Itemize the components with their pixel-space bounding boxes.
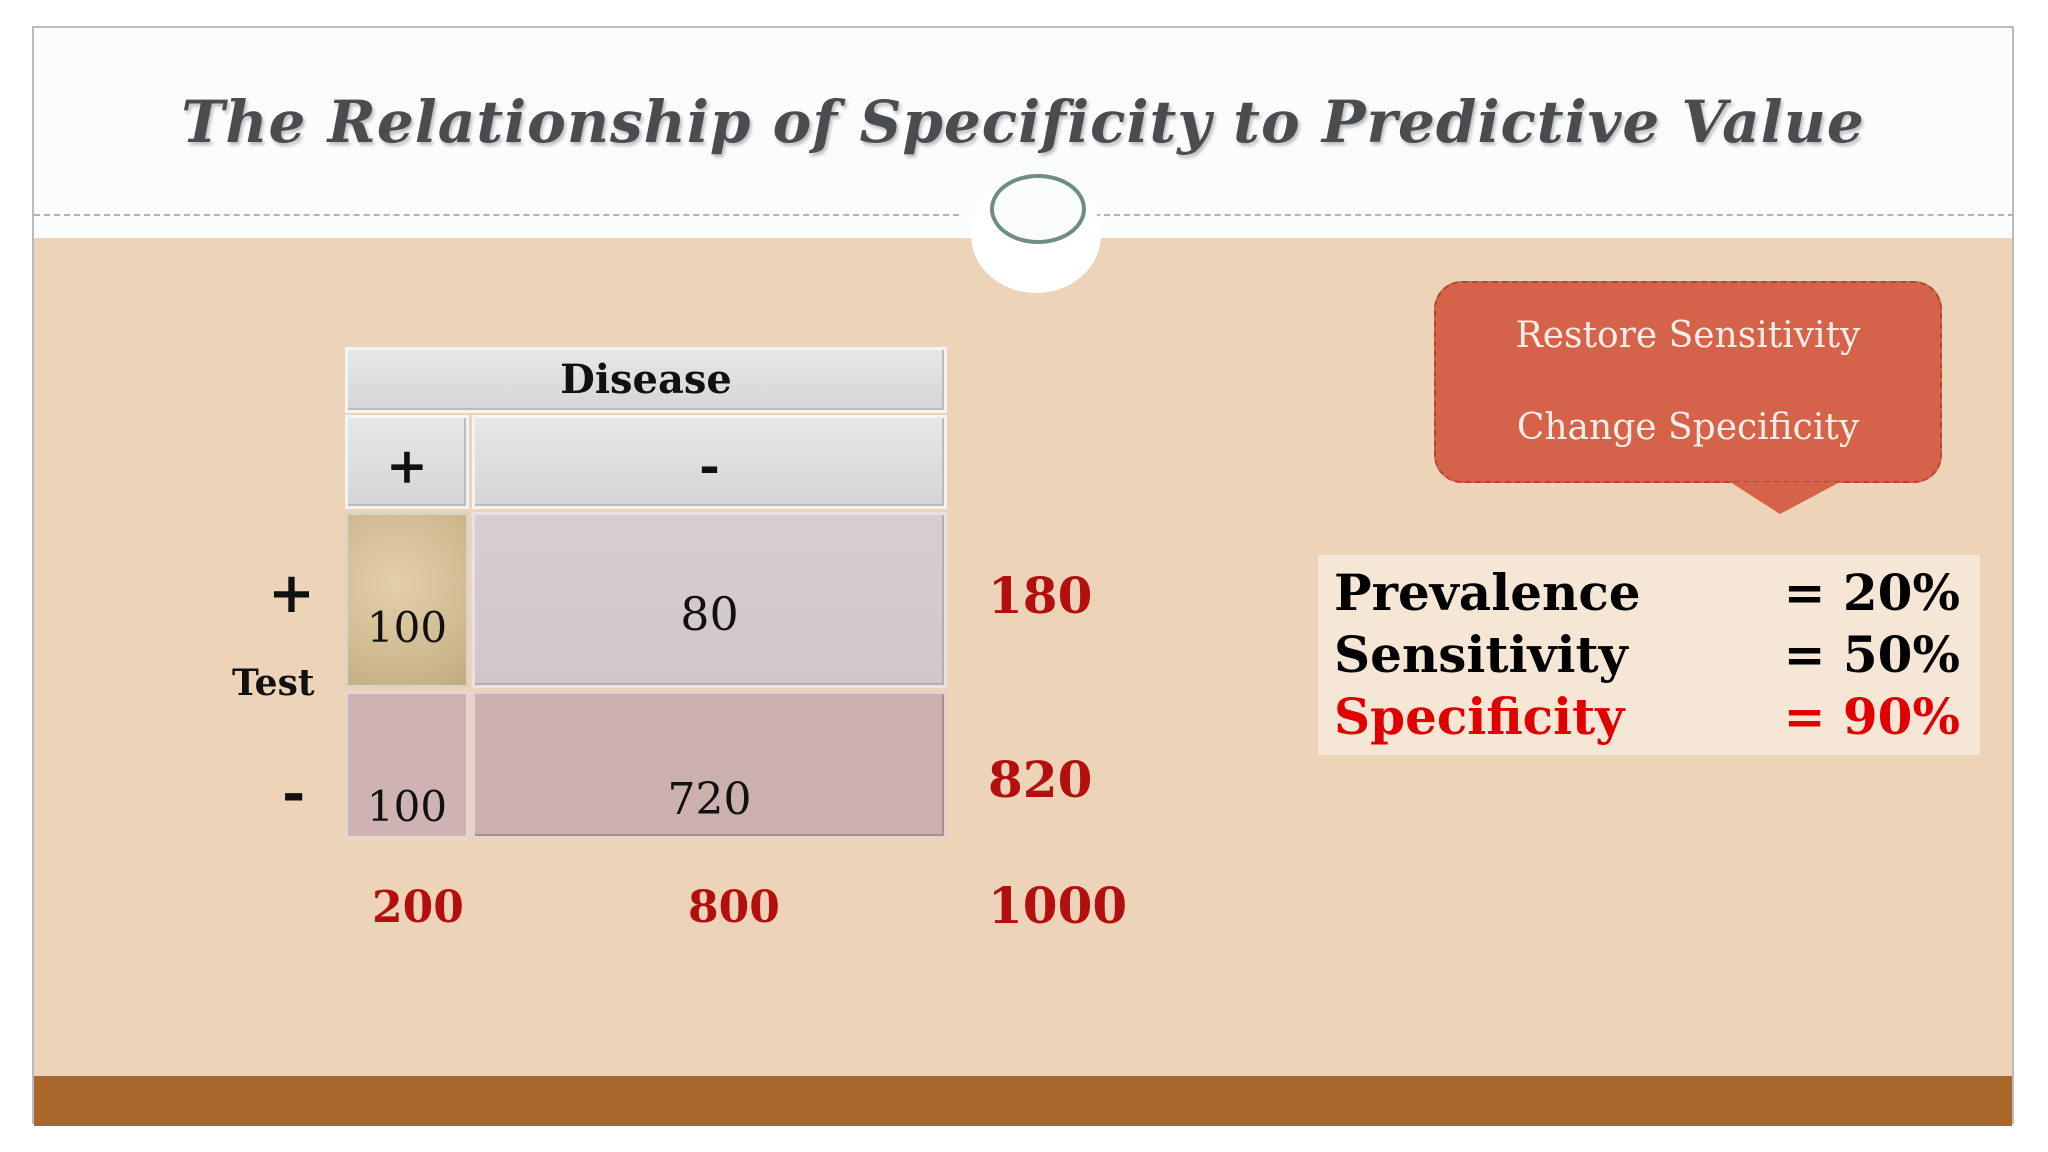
col-total-negative: 800 (688, 882, 780, 933)
disease-negative-label: - (699, 436, 720, 495)
callout-line-1: Restore Sensitivity (1515, 315, 1861, 356)
slide-title: The Relationship of Specificity to Predi… (181, 88, 1865, 156)
header-divider-right (1094, 214, 2014, 216)
true-positive-cell: 100 (345, 512, 469, 688)
callout-tail (1730, 482, 1840, 514)
false-positive-cell: 80 (472, 512, 947, 688)
prevalence-label: Prevalence (1334, 563, 1641, 622)
true-positive-value: 100 (366, 603, 448, 652)
specificity-value: = 90% (1783, 687, 1960, 746)
disease-positive-label: + (386, 436, 428, 495)
col-total-positive: 200 (372, 882, 464, 933)
callout-box: Restore Sensitivity Change Specificity (1434, 281, 1942, 483)
false-positive-value: 80 (680, 587, 739, 641)
disease-positive-header-cell: + (345, 415, 469, 509)
header-divider-left (34, 214, 959, 216)
true-negative-cell: 720 (472, 691, 947, 839)
footer-bar (34, 1076, 2012, 1126)
row-total-positive: 180 (988, 566, 1093, 625)
test-positive-label: + (268, 560, 315, 626)
test-negative-label: - (282, 760, 306, 826)
disease-header-label: Disease (560, 356, 732, 403)
disease-negative-header-cell: - (472, 415, 947, 509)
false-negative-cell: 100 (345, 691, 469, 839)
row-total-negative: 820 (988, 750, 1093, 809)
callout-line-2: Change Specificity (1516, 407, 1860, 448)
disease-header-cell: Disease (345, 347, 947, 413)
sensitivity-label: Sensitivity (1334, 625, 1628, 684)
grand-total: 1000 (988, 876, 1128, 935)
true-negative-value: 720 (667, 774, 752, 825)
prevalence-value: = 20% (1783, 563, 1960, 622)
stats-panel: Prevalence = 20% Sensitivity = 50% Speci… (1318, 555, 1980, 755)
false-negative-value: 100 (366, 782, 448, 831)
sensitivity-value: = 50% (1783, 625, 1960, 684)
divider-ring-ornament (990, 174, 1086, 244)
specificity-label: Specificity (1334, 687, 1625, 746)
test-row-label: Test (232, 662, 315, 704)
